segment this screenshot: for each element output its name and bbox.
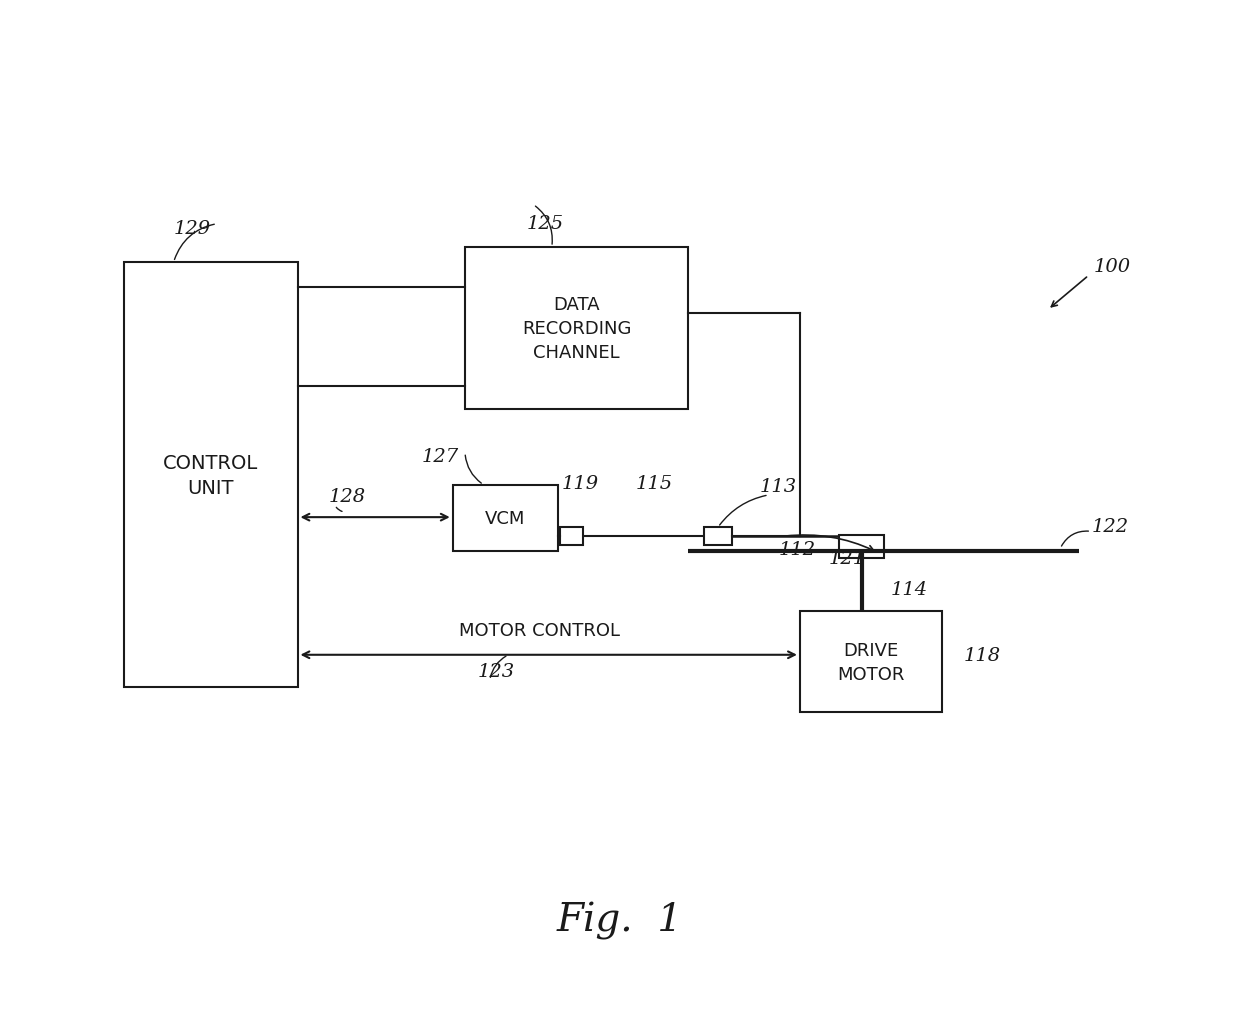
Text: 118: 118 bbox=[963, 646, 1001, 664]
FancyBboxPatch shape bbox=[704, 528, 732, 546]
Text: 112: 112 bbox=[779, 541, 816, 559]
FancyBboxPatch shape bbox=[453, 485, 558, 551]
Text: 119: 119 bbox=[562, 474, 599, 492]
Text: 122: 122 bbox=[1091, 518, 1128, 536]
Text: 129: 129 bbox=[174, 219, 211, 238]
Text: Fig.  1: Fig. 1 bbox=[557, 901, 683, 939]
FancyBboxPatch shape bbox=[800, 612, 942, 713]
Text: CONTROL
UNIT: CONTROL UNIT bbox=[164, 453, 258, 497]
FancyBboxPatch shape bbox=[839, 536, 884, 558]
Text: 114: 114 bbox=[890, 580, 928, 599]
Text: DATA
RECORDING
CHANNEL: DATA RECORDING CHANNEL bbox=[522, 296, 631, 361]
Text: 100: 100 bbox=[1094, 258, 1131, 276]
Text: MOTOR CONTROL: MOTOR CONTROL bbox=[459, 621, 620, 639]
Text: 123: 123 bbox=[477, 662, 515, 680]
Text: DRIVE
MOTOR: DRIVE MOTOR bbox=[837, 641, 905, 683]
Text: 121: 121 bbox=[828, 549, 866, 567]
Text: 128: 128 bbox=[329, 487, 366, 506]
Text: 125: 125 bbox=[527, 214, 564, 233]
FancyBboxPatch shape bbox=[465, 248, 688, 409]
Text: 127: 127 bbox=[422, 447, 459, 465]
Text: 115: 115 bbox=[636, 474, 673, 492]
Text: 113: 113 bbox=[760, 477, 797, 495]
Text: VCM: VCM bbox=[485, 510, 526, 527]
FancyBboxPatch shape bbox=[124, 263, 298, 687]
FancyBboxPatch shape bbox=[560, 528, 583, 546]
